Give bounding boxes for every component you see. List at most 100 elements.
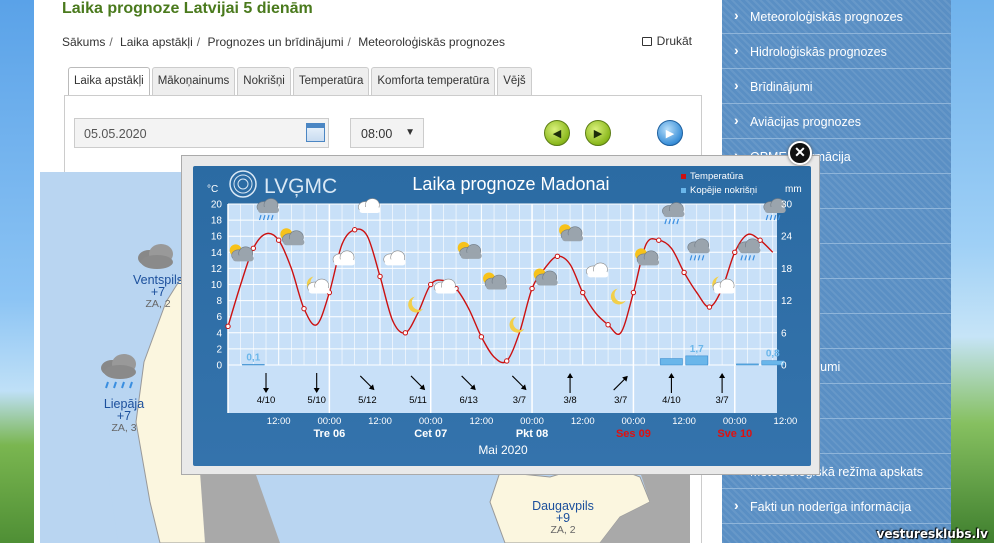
y-tick-label: 14 bbox=[211, 248, 223, 259]
rain-drop bbox=[744, 255, 748, 261]
forecast-chart: LVĢMC Laika prognoze Madonai °C mm Tempe… bbox=[207, 170, 802, 457]
rain-drop bbox=[777, 214, 781, 221]
belarus-region bbox=[600, 462, 690, 543]
wind-arrow-icon bbox=[313, 373, 320, 393]
wind-arrow-head bbox=[368, 384, 375, 391]
city-liepaja-name: Liepāja bbox=[103, 397, 145, 411]
date-input[interactable]: 05.05.2020 bbox=[74, 118, 329, 148]
wind-arrow-icon bbox=[668, 373, 675, 393]
y-tick-label: 12 bbox=[211, 264, 223, 275]
cloud-shape bbox=[232, 255, 254, 262]
rain-cloud-icon bbox=[763, 198, 786, 221]
page-background-left bbox=[0, 0, 34, 543]
rain-drop bbox=[765, 214, 769, 221]
close-button[interactable]: ✕ bbox=[788, 141, 812, 165]
y-tick-label: 4 bbox=[216, 328, 222, 339]
wind-speed-label: 5/12 bbox=[358, 395, 377, 406]
sidebar-item-facts[interactable]: Fakti un noderīga informācija bbox=[722, 490, 951, 524]
precip-bar-label: 1,7 bbox=[690, 344, 704, 355]
sea-region bbox=[40, 412, 118, 543]
tab-precipitation[interactable]: Nokrišņi bbox=[237, 67, 291, 95]
rain-drop bbox=[668, 218, 671, 225]
print-button[interactable]: Drukāt bbox=[641, 34, 692, 48]
play-button[interactable]: ▶ bbox=[657, 120, 683, 146]
precip-bar bbox=[660, 358, 683, 366]
city-ventspils-icon bbox=[133, 238, 183, 274]
breadcrumb-weather[interactable]: Laika apstākļi bbox=[120, 35, 193, 49]
partly-cloudy-icon bbox=[280, 228, 305, 246]
time-select[interactable]: 08:00 ▼ bbox=[350, 118, 424, 148]
precip-bar bbox=[685, 355, 709, 366]
night-cloud-icon bbox=[306, 276, 330, 294]
cloud-icon bbox=[332, 250, 356, 266]
breadcrumb-home[interactable]: Sākums bbox=[62, 35, 106, 49]
arrow-right-icon: ▶ bbox=[593, 128, 603, 140]
cloud-icon bbox=[434, 278, 457, 294]
breadcrumb: Sākums / Laika apstākļi / Prognozes un brī… bbox=[62, 35, 505, 49]
breadcrumb-forecasts[interactable]: Prognozes un brīdinājumi bbox=[207, 35, 344, 49]
sidebar-item-hydro-forecasts[interactable]: Hidroloģiskās prognozes bbox=[722, 35, 951, 69]
tab-cloudiness[interactable]: Mākoņainums bbox=[151, 67, 236, 95]
cloud-shape bbox=[688, 247, 710, 254]
wind-speed-label: 5/10 bbox=[307, 395, 326, 406]
rain-cloud-icon bbox=[738, 238, 761, 261]
moon-icon bbox=[610, 288, 626, 305]
x-tick-label: 12:00 bbox=[571, 416, 595, 427]
time-value: 08:00 bbox=[361, 127, 393, 141]
sidebar-item-aviation[interactable]: Aviācijas prognozes bbox=[722, 105, 951, 139]
wind-speed-label: 3/8 bbox=[563, 395, 576, 406]
right-axis-unit: mm bbox=[785, 184, 802, 195]
wind-arrow-icon bbox=[461, 375, 476, 391]
x-tick-label: 00:00 bbox=[723, 416, 747, 427]
wind-arrow-head bbox=[719, 373, 726, 378]
rain-drop bbox=[689, 255, 693, 261]
city-ventspils-wind: ZA, 2 bbox=[145, 298, 171, 310]
temperature-point bbox=[402, 330, 409, 336]
tab-wind[interactable]: Vējš bbox=[497, 67, 532, 95]
cloud-icon bbox=[383, 250, 406, 266]
partly-cloudy-icon bbox=[483, 272, 508, 290]
y-tick-label: 2 bbox=[216, 344, 222, 355]
x-tick-label: 12:00 bbox=[267, 416, 291, 427]
legend-temp-label: Temperatūra bbox=[690, 171, 744, 182]
temperature-point bbox=[580, 289, 586, 296]
next-button[interactable]: ▶ bbox=[585, 120, 611, 146]
cloud-shape bbox=[663, 211, 685, 218]
calendar-icon[interactable] bbox=[306, 123, 325, 142]
sidebar-item-warnings[interactable]: Brīdinājumi bbox=[722, 70, 951, 104]
cloud-shape bbox=[739, 247, 761, 254]
breadcrumb-current: Meteoroloģiskās prognozes bbox=[358, 35, 505, 49]
wind-speed-label: 3/7 bbox=[513, 395, 526, 406]
temperature-point bbox=[706, 304, 713, 310]
y-tick-label: 20 bbox=[211, 200, 223, 211]
precip-bar bbox=[736, 363, 759, 366]
tab-comfort-temperature[interactable]: Komforta temperatūra bbox=[371, 67, 496, 95]
x-tick-label: 00:00 bbox=[622, 416, 646, 427]
tab-weather[interactable]: Laika apstākļi bbox=[68, 67, 150, 96]
cloud-shape bbox=[764, 207, 786, 214]
cloud-shape bbox=[714, 287, 736, 294]
temperature-point bbox=[529, 285, 535, 292]
cloud-shape bbox=[638, 259, 660, 266]
city-liepaja-temp: +7 bbox=[116, 409, 132, 423]
date-value: 05.05.2020 bbox=[84, 127, 147, 141]
watermark: vesturesklubs.lv bbox=[876, 527, 988, 541]
lvgmc-logo: LVĢMC bbox=[229, 170, 337, 198]
cloud-shape bbox=[486, 283, 508, 290]
forecast-popup: LVĢMC Laika prognoze Madonai °C mm Tempe… bbox=[181, 155, 820, 475]
rain-cloud-icon bbox=[256, 198, 280, 221]
temperature-point bbox=[351, 227, 358, 233]
temperature-point bbox=[275, 237, 282, 243]
x-tick-label: 00:00 bbox=[520, 416, 544, 427]
prev-button[interactable]: ◀ bbox=[544, 120, 570, 146]
cloud-shape bbox=[562, 235, 584, 242]
sidebar-item-meteo-forecasts[interactable]: Meteoroloģiskās prognozes bbox=[722, 0, 951, 34]
wind-arrow-icon bbox=[719, 373, 726, 393]
city-ventspils-temp: +7 bbox=[150, 285, 166, 299]
moon-shape bbox=[610, 288, 626, 305]
y2-tick-label: 24 bbox=[781, 232, 793, 243]
tab-temperature[interactable]: Temperatūra bbox=[292, 67, 370, 95]
partly-cloudy-icon bbox=[635, 248, 660, 266]
temperature-point bbox=[225, 323, 231, 330]
day-label: Sve 10 bbox=[717, 428, 752, 440]
